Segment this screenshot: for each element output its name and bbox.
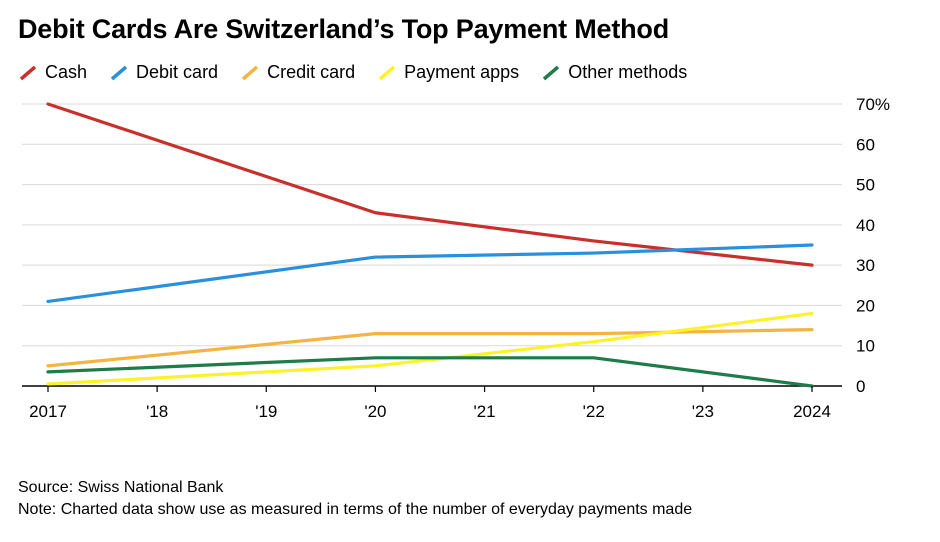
legend-item-cash: Cash — [18, 62, 87, 83]
source-note: Source: Swiss National Bank — [18, 479, 224, 496]
legend-item-debit-card: Debit card — [109, 62, 218, 83]
x-tick-label: '22 — [583, 402, 605, 421]
legend-item-credit-card: Credit card — [240, 62, 355, 83]
y-tick-label: 20 — [856, 296, 875, 315]
legend-item-other-methods: Other methods — [541, 62, 687, 83]
x-tick-label: '20 — [364, 402, 386, 421]
x-tick-label: '19 — [255, 402, 277, 421]
legend-label: Credit card — [267, 62, 356, 82]
chart-title: Debit Cards Are Switzerland’s Top Paymen… — [18, 14, 670, 44]
series-line-credit-card — [46, 328, 814, 368]
y-tick-label: 60 — [856, 135, 875, 154]
legend-swatch — [19, 65, 37, 80]
y-tick-label: 30 — [856, 256, 875, 275]
legend-swatch — [543, 65, 560, 80]
legend-swatch — [110, 65, 128, 80]
series-lines — [46, 102, 814, 388]
legend-label: Payment apps — [404, 62, 520, 82]
x-tick-label: 2017 — [29, 402, 67, 421]
series-line-payment-apps — [46, 311, 814, 386]
x-tick-label: '21 — [473, 402, 495, 421]
gridlines — [22, 103, 842, 387]
series-line-debit-card — [46, 243, 814, 303]
legend-swatch — [378, 65, 396, 80]
x-tick-label: '23 — [692, 402, 714, 421]
legend-swatch — [241, 65, 259, 80]
y-tick-label: 50 — [856, 176, 875, 195]
y-tick-label: 10 — [856, 337, 875, 356]
legend-label: Debit card — [136, 62, 219, 82]
x-tick-label: 2024 — [793, 402, 831, 421]
legend-label: Other methods — [568, 62, 688, 82]
legend-label: Cash — [45, 62, 88, 82]
series-line-other-methods — [46, 356, 814, 388]
y-tick-label: 0 — [856, 377, 865, 396]
series-line-cash — [46, 102, 814, 267]
y-tick-label: 70% — [856, 95, 890, 114]
footnote: Note: Charted data show use as measured … — [18, 501, 693, 518]
x-tick-label: '18 — [146, 402, 168, 421]
legend-item-payment-apps: Payment apps — [377, 62, 519, 83]
x-axis-ticks: 2017 '18 '19 '20 '21 '22 '23 2024 — [29, 386, 831, 421]
legend: Cash Debit card Credit card Payment apps Oth… — [18, 62, 709, 83]
y-tick-label: 40 — [856, 216, 875, 235]
y-axis-ticks: 0 10 20 30 40 50 60 70% — [856, 95, 890, 396]
